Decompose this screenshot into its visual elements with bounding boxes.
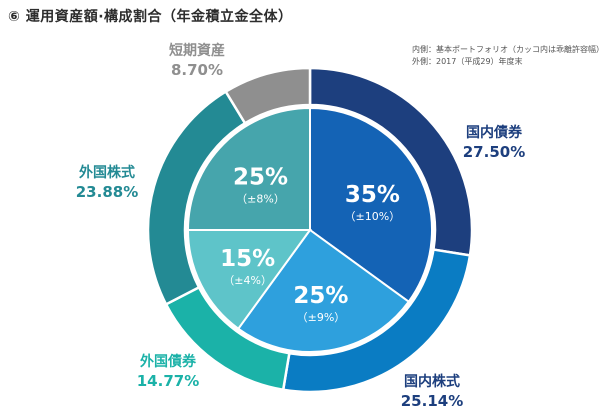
outer-name-label: 外国株式 [79, 164, 135, 181]
outer-name-label: 国内株式 [404, 373, 460, 390]
inner-slice-2 [186, 229, 312, 331]
outer-name-label: 国内債券 [466, 124, 523, 141]
inner-range-label: （±8%） [236, 193, 285, 206]
inner-range-label: （±4%） [223, 274, 272, 287]
inner-range-label: （±9%） [297, 311, 346, 324]
inner-value-label: 25% [293, 283, 348, 309]
outer-slice-4 [224, 66, 312, 125]
outer-value-label: 14.77% [137, 372, 199, 390]
inner-value-label: 25% [233, 165, 288, 191]
inner-value-label: 35% [345, 182, 400, 208]
inner-range-label: （±10%） [345, 210, 401, 223]
inner-slice-0 [309, 106, 433, 304]
note-outer: 外側：2017（平成29）年度末 [412, 57, 523, 66]
chart-title: ⑥ 運用資産額·構成割合（年金積立金全体） [8, 9, 293, 25]
inner-slice-3 [186, 106, 311, 231]
inner-slice-1 [236, 228, 411, 353]
outer-value-label: 8.70% [171, 61, 223, 79]
inner-value-label: 15% [220, 246, 275, 272]
note-inner: 内側：基本ポートフォリオ（カッコ内は乖離許容幅） [412, 45, 600, 54]
outer-name-label: 短期資産 [169, 42, 225, 59]
outer-value-label: 25.14% [401, 392, 463, 410]
outer-value-label: 23.88% [76, 183, 138, 201]
outer-value-label: 27.50% [463, 143, 525, 161]
outer-name-label: 外国債券 [140, 353, 197, 370]
